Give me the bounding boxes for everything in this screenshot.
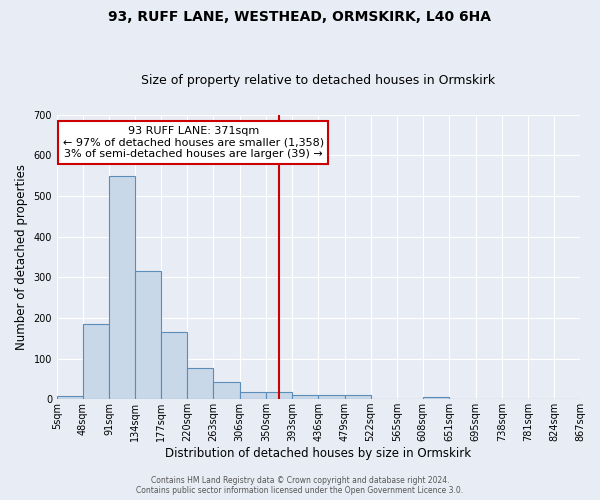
Text: 93, RUFF LANE, WESTHEAD, ORMSKIRK, L40 6HA: 93, RUFF LANE, WESTHEAD, ORMSKIRK, L40 6… [109, 10, 491, 24]
Text: Contains HM Land Registry data © Crown copyright and database right 2024.
Contai: Contains HM Land Registry data © Crown c… [136, 476, 464, 495]
Bar [239, 392, 266, 399]
Bar [292, 395, 319, 399]
Bar [266, 392, 292, 399]
X-axis label: Distribution of detached houses by size in Ormskirk: Distribution of detached houses by size … [166, 447, 472, 460]
Y-axis label: Number of detached properties: Number of detached properties [15, 164, 28, 350]
Bar [344, 395, 371, 399]
Bar [109, 176, 135, 399]
Text: 93 RUFF LANE: 371sqm
← 97% of detached houses are smaller (1,358)
3% of semi-det: 93 RUFF LANE: 371sqm ← 97% of detached h… [63, 126, 324, 159]
Bar [423, 397, 449, 399]
Bar [319, 395, 344, 399]
Bar [187, 368, 214, 399]
Bar [57, 396, 83, 399]
Bar [83, 324, 109, 399]
Title: Size of property relative to detached houses in Ormskirk: Size of property relative to detached ho… [142, 74, 496, 87]
Bar [214, 382, 239, 399]
Bar [161, 332, 187, 399]
Bar [135, 271, 161, 399]
